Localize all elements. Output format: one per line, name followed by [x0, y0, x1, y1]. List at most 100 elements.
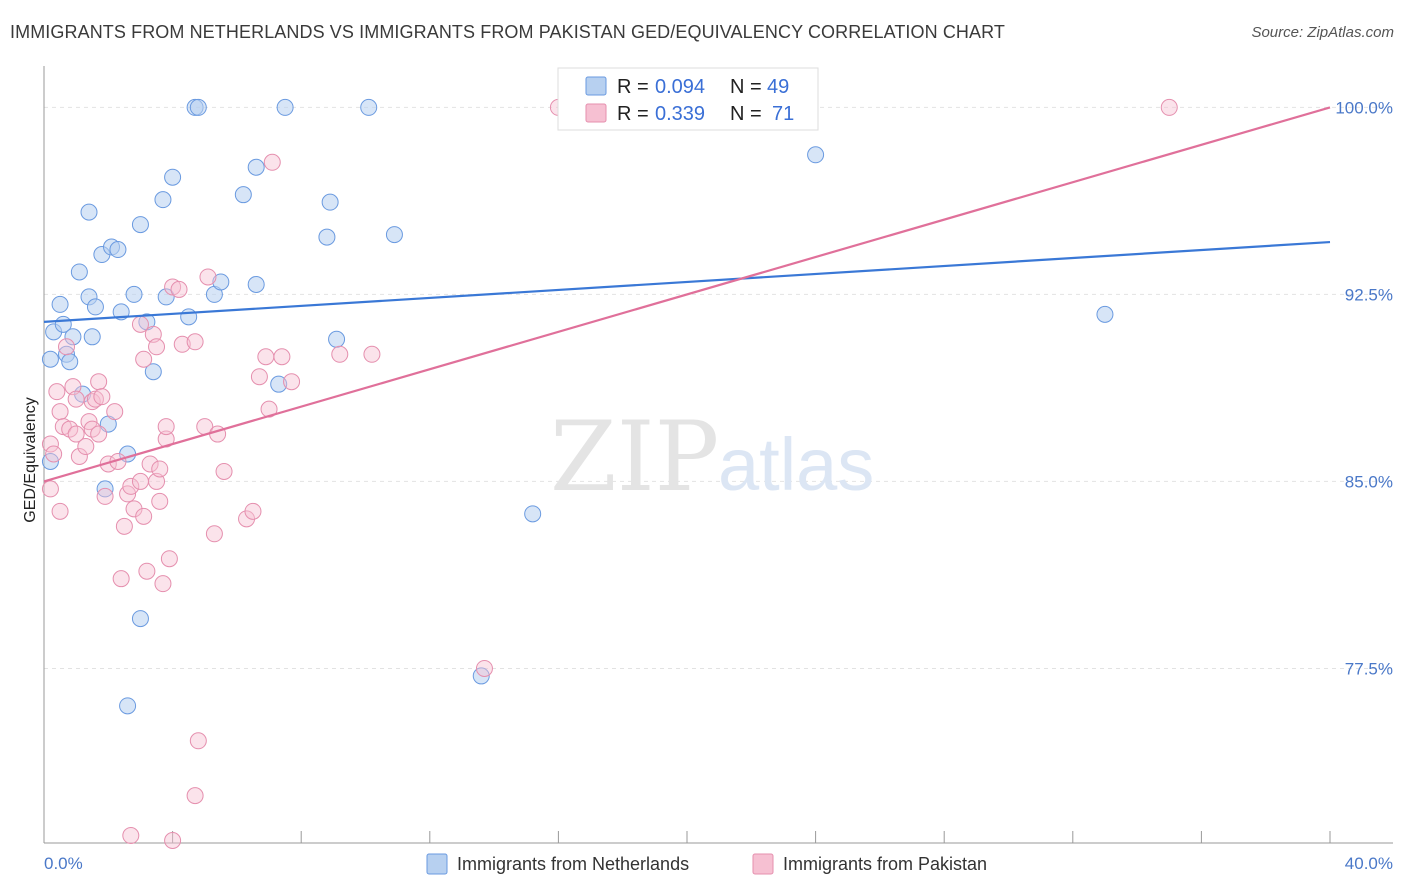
chart-title: IMMIGRANTS FROM NETHERLANDS VS IMMIGRANT… [10, 22, 1006, 42]
point-netherlands-34 [234, 186, 252, 204]
point-pakistan-67 [122, 827, 140, 845]
y-tick-label-0: 77.5% [1345, 659, 1393, 678]
point-netherlands-10 [80, 203, 98, 221]
point-pakistan-34 [144, 325, 162, 343]
point-netherlands-31 [189, 98, 207, 116]
point-netherlands-46 [807, 146, 825, 164]
point-pakistan-36 [151, 492, 169, 510]
point-pakistan-53 [215, 462, 233, 480]
point-pakistan-0 [41, 435, 59, 453]
point-pakistan-46 [186, 333, 204, 351]
point-pakistan-41 [160, 550, 178, 568]
trend-line-pakistan [43, 106, 1331, 483]
point-netherlands-36 [247, 275, 265, 293]
point-netherlands-28 [164, 168, 182, 186]
point-pakistan-11 [70, 448, 88, 465]
point-pakistan-56 [250, 368, 268, 386]
point-netherlands-35 [247, 158, 265, 176]
bottom-legend-label-pakistan: Immigrants from Pakistan [783, 854, 987, 874]
point-pakistan-70 [148, 338, 166, 356]
y-tick-labels: 77.5% 85.0% 92.5% 100.0% [1335, 98, 1393, 678]
point-pakistan-44 [170, 280, 188, 298]
point-pakistan-8 [64, 378, 82, 396]
legend-n-value-netherlands: 49 [767, 76, 789, 98]
trend-lines [43, 106, 1331, 483]
point-pakistan-59 [263, 153, 281, 171]
point-netherlands-37 [270, 375, 288, 393]
point-pakistan-22 [106, 403, 124, 421]
point-netherlands-47 [1096, 305, 1114, 323]
point-netherlands-20 [119, 697, 137, 715]
watermark-atlas: atlas [718, 423, 874, 506]
y-tick-label-3: 100.0% [1335, 98, 1393, 117]
point-pakistan-33 [141, 455, 159, 473]
point-netherlands-17 [109, 241, 127, 259]
point-netherlands-26 [154, 191, 172, 209]
point-netherlands-7 [70, 263, 88, 281]
bottom-legend-swatch-netherlands [426, 853, 448, 875]
point-pakistan-29 [131, 472, 149, 490]
legend-swatch-netherlands [585, 76, 607, 96]
legend-r-value-pakistan: 0.339 [655, 103, 705, 125]
legend-n-label-netherlands: N = [730, 76, 762, 98]
bottom-legend-swatch-pakistan [752, 853, 774, 875]
point-pakistan-68 [135, 350, 153, 368]
point-pakistan-32 [138, 562, 156, 580]
point-pakistan-64 [475, 659, 493, 677]
point-pakistan-51 [205, 525, 223, 543]
stats-legend: R = 0.094 N = 49 R = 0.339 N = 71 [557, 67, 819, 131]
point-pakistan-6 [58, 338, 76, 356]
point-netherlands-23 [131, 610, 149, 628]
point-pakistan-9 [67, 425, 85, 443]
point-netherlands-21 [125, 285, 143, 303]
point-netherlands-2 [51, 295, 69, 313]
point-pakistan-50 [199, 268, 217, 286]
point-pakistan-57 [257, 348, 275, 366]
legend-swatch-pakistan [585, 103, 607, 123]
point-pakistan-63 [363, 345, 381, 363]
point-netherlands-39 [318, 228, 336, 246]
point-pakistan-3 [51, 502, 69, 520]
point-pakistan-55 [244, 502, 262, 520]
point-pakistan-31 [135, 507, 153, 525]
point-netherlands-6 [64, 328, 82, 346]
point-pakistan-48 [189, 732, 207, 750]
point-netherlands-40 [321, 193, 339, 211]
axes [43, 66, 1393, 844]
series-legend: Immigrants from Netherlands Immigrants f… [426, 853, 987, 875]
legend-r-label-netherlands: R = [617, 76, 649, 98]
point-netherlands-29 [180, 308, 198, 326]
source-credit: Source: ZipAtlas.com [1251, 24, 1394, 41]
x-tick-label-min: 0.0% [44, 854, 83, 873]
point-pakistan-43 [164, 832, 182, 850]
point-pakistan-38 [154, 575, 172, 593]
point-pakistan-25 [115, 517, 133, 535]
x-tick-label-max: 40.0% [1345, 854, 1393, 873]
y-tick-label-2: 92.5% [1345, 285, 1393, 304]
point-pakistan-69 [41, 480, 59, 498]
point-pakistan-24 [112, 570, 130, 588]
point-pakistan-10 [67, 390, 85, 408]
point-pakistan-40 [157, 418, 175, 436]
point-netherlands-22 [131, 216, 149, 234]
legend-r-label-pakistan: R = [617, 103, 649, 125]
trend-line-netherlands [43, 240, 1331, 323]
point-netherlands-14 [96, 480, 114, 498]
point-pakistan-20 [96, 487, 114, 505]
point-pakistan-19 [93, 388, 111, 406]
point-pakistan-45 [173, 335, 191, 353]
point-pakistan-18 [90, 425, 108, 443]
point-pakistan-47 [186, 787, 204, 805]
point-netherlands-33 [212, 273, 230, 291]
point-pakistan-35 [148, 472, 166, 490]
point-netherlands-45 [524, 505, 542, 523]
point-pakistan-4 [51, 403, 69, 421]
point-netherlands-5 [61, 353, 79, 371]
point-netherlands-27 [157, 288, 175, 306]
point-pakistan-60 [273, 348, 291, 366]
y-axis-label: GED/Equivalency [22, 397, 39, 522]
point-netherlands-42 [360, 98, 378, 116]
point-pakistan-1 [45, 445, 63, 463]
watermark: ZIP atlas [550, 401, 874, 513]
